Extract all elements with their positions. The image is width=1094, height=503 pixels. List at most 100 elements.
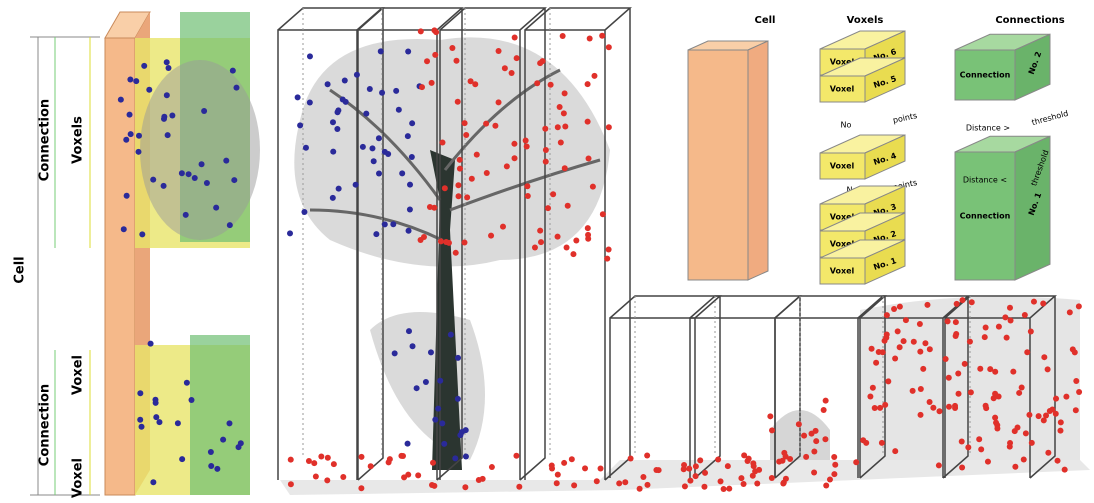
point	[223, 157, 230, 164]
connection-bottom	[190, 335, 250, 495]
point	[554, 233, 561, 240]
point	[877, 404, 884, 411]
label: Cell	[13, 256, 28, 283]
points	[117, 27, 1083, 492]
point	[404, 440, 411, 447]
label: Voxel	[71, 355, 86, 395]
point	[302, 144, 309, 151]
point	[164, 132, 171, 139]
point	[1020, 456, 1027, 463]
point	[831, 453, 838, 460]
point	[524, 193, 531, 200]
point	[869, 384, 876, 391]
point	[605, 124, 612, 131]
point	[455, 182, 462, 189]
scale-lines	[30, 36, 100, 496]
point	[433, 29, 440, 36]
point	[445, 239, 452, 246]
point	[883, 334, 890, 341]
point	[1018, 384, 1025, 391]
point	[563, 244, 570, 251]
point	[1071, 349, 1078, 356]
point	[994, 425, 1001, 432]
point	[1061, 466, 1068, 473]
point	[404, 133, 411, 140]
point	[916, 320, 923, 327]
point	[367, 463, 374, 470]
point	[1063, 393, 1070, 400]
point	[754, 480, 761, 487]
point	[822, 397, 829, 404]
note: points	[892, 111, 918, 125]
point	[920, 365, 927, 372]
point	[447, 331, 454, 338]
point	[146, 86, 153, 93]
point	[990, 395, 997, 402]
voxel-box	[864, 57, 906, 103]
point	[955, 370, 962, 377]
point	[741, 452, 748, 459]
point	[432, 51, 439, 58]
point	[409, 343, 416, 350]
point	[935, 462, 942, 469]
point	[152, 399, 159, 406]
voxel-frame	[944, 295, 1057, 479]
point	[183, 379, 190, 386]
point	[585, 235, 592, 242]
point	[605, 246, 612, 253]
point	[1057, 427, 1064, 434]
point	[386, 456, 393, 463]
point	[437, 238, 444, 245]
point	[501, 65, 508, 72]
point	[538, 239, 545, 246]
point	[1003, 334, 1010, 341]
point	[137, 390, 144, 397]
point	[560, 110, 567, 117]
point	[571, 482, 578, 489]
point	[961, 360, 968, 367]
point	[550, 191, 557, 198]
point	[982, 324, 989, 331]
point	[407, 181, 414, 188]
point	[499, 223, 506, 230]
cell-prism	[104, 37, 136, 496]
legend-title: Voxels	[847, 15, 884, 26]
point	[697, 457, 704, 464]
point	[589, 183, 596, 190]
point	[882, 401, 889, 408]
point	[377, 48, 384, 55]
point	[340, 474, 347, 481]
point	[547, 81, 554, 88]
point	[141, 62, 148, 69]
point	[967, 389, 974, 396]
point	[959, 297, 966, 304]
point	[1072, 407, 1079, 414]
point	[717, 478, 724, 485]
point	[1044, 366, 1051, 373]
point	[1030, 298, 1037, 305]
point	[306, 53, 313, 60]
point	[405, 328, 412, 335]
point	[163, 59, 170, 66]
point	[483, 169, 490, 176]
point	[220, 436, 227, 443]
point	[767, 413, 774, 420]
point	[531, 244, 538, 251]
point	[787, 456, 794, 463]
bush	[370, 312, 485, 460]
point	[495, 48, 502, 55]
point	[406, 206, 413, 213]
point	[427, 349, 434, 356]
point	[924, 301, 931, 308]
point	[391, 350, 398, 357]
point	[329, 194, 336, 201]
point	[117, 96, 124, 103]
point	[984, 458, 991, 465]
point	[942, 356, 949, 363]
point	[287, 481, 294, 488]
point	[492, 122, 499, 129]
point	[878, 439, 885, 446]
point	[381, 221, 388, 228]
point	[995, 323, 1002, 330]
point	[922, 340, 929, 347]
